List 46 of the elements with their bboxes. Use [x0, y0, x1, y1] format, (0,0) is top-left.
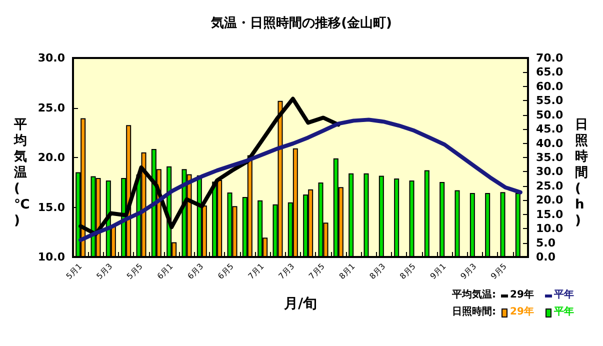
y2-tick-label: 45.0: [536, 122, 564, 136]
x-tick-label: 9月1: [428, 262, 448, 282]
x-tick-label: 6月1: [156, 262, 175, 282]
x-tick-label: 5月3: [94, 262, 114, 282]
x-tick-label: 9月5: [489, 262, 508, 282]
x-tick-label: 5月1: [64, 262, 84, 282]
y-tick-label: 15.0: [38, 200, 66, 214]
x-tick-label: 6月3: [186, 262, 206, 282]
x-axis-title: 月/旬: [282, 296, 318, 312]
y2-tick-label: 20.0: [536, 194, 564, 207]
x-tick-label: 8月5: [398, 262, 418, 282]
legend-label: 29年: [510, 306, 534, 318]
y2-tick-label: 30.0: [536, 165, 564, 178]
y-tick-label: 30.0: [38, 52, 66, 64]
x-tick-label: 7月1: [246, 262, 266, 282]
y-tick-label: 25.0: [38, 101, 66, 114]
y2-tick-label: 35.0: [536, 151, 564, 164]
x-tick-label: 5月5: [125, 262, 144, 282]
y-tick-label: 10.0: [38, 250, 66, 264]
y2-tick-label: 10.0: [536, 222, 564, 236]
x-tick-label: 8月3: [368, 262, 388, 282]
line-series: [78, 118, 522, 242]
x-tick-label: 7月5: [307, 262, 326, 282]
y-tick-label: 20.0: [38, 151, 66, 164]
y2-axis-title: 日照時間(h): [575, 118, 588, 228]
y2-tick-label: 40.0: [536, 136, 564, 150]
y2-tick-label: 60.0: [536, 80, 564, 93]
x-tick-label: 8月1: [338, 262, 357, 282]
y2-tick-label: 0.0: [536, 250, 556, 264]
y-axis-title: 平均気温(℃): [13, 118, 30, 228]
legend-label: 平年: [553, 306, 574, 318]
y2-tick-label: 70.0: [536, 52, 564, 64]
y2-tick-label: 65.0: [536, 66, 564, 79]
text: 日照時間:: [452, 306, 496, 318]
y2-tick-label: 5.0: [536, 236, 556, 250]
y2-tick-label: 15.0: [536, 208, 564, 221]
x-tick-label: 9月3: [458, 262, 478, 282]
text: 平均気温:: [451, 288, 496, 300]
x-tick-label: 6月5: [216, 262, 236, 282]
y2-tick-label: 50.0: [536, 108, 564, 122]
chart-title: 気温・日照時間の推移(金山町): [210, 16, 392, 31]
y2-tick-label: 25.0: [536, 179, 564, 192]
x-tick-label: 7月3: [276, 262, 296, 282]
y2-tick-label: 55.0: [536, 94, 564, 108]
legend-label: 平年: [553, 288, 574, 300]
legend-label: 29年: [510, 288, 534, 300]
